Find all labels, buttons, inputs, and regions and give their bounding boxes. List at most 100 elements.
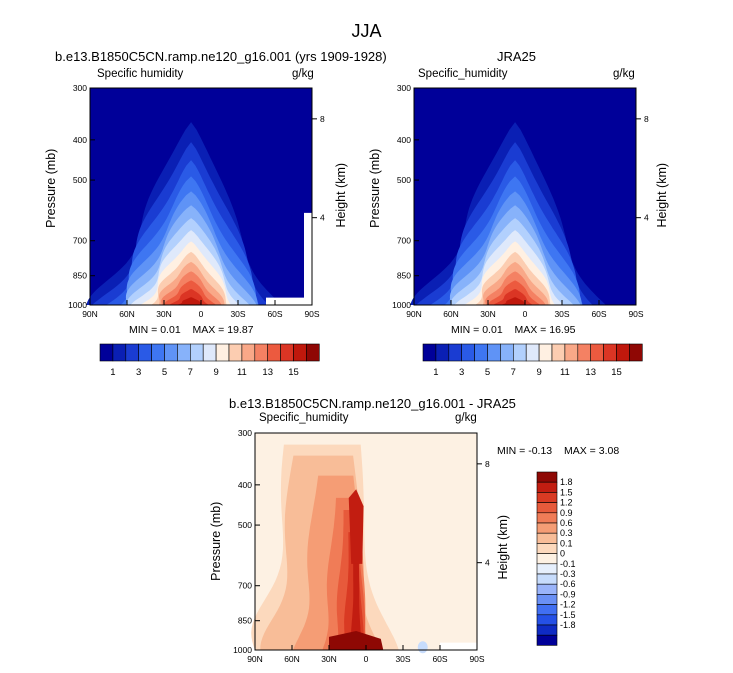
- panel-model-xtick-label: 60N: [119, 309, 135, 319]
- colorbar-diff-swatch: [536, 634, 558, 646]
- colorbar-diff: 1.81.51.20.90.60.30.10-0.1-0.3-0.6-0.9-1…: [536, 471, 576, 646]
- panel-diff-xtick-label: 60S: [432, 654, 447, 664]
- colorbar-model-label: 11: [237, 367, 247, 378]
- panel-model-xtick-label: 0: [199, 309, 204, 319]
- panel-diff-contour-negative: [417, 641, 428, 654]
- colorbar-model-label: 15: [288, 367, 299, 378]
- panel-model-xtick-label: 90N: [82, 309, 98, 319]
- panel-diff-contours: [251, 433, 477, 654]
- colorbar-diff-swatch: [536, 522, 558, 534]
- panel-obs-xtick-label: 30N: [480, 309, 496, 319]
- colorbar-diff-swatch: [536, 624, 558, 636]
- colorbar-obs-label: 7: [511, 367, 516, 378]
- colorbar-obs: 1 3 5 7 9 11 13 15: [422, 343, 643, 378]
- colorbar-obs-swatch: [422, 343, 437, 362]
- colorbar-diff-label: 1.5: [560, 487, 573, 497]
- colorbar-obs-label: 1: [433, 367, 438, 378]
- panel-model-xtick-label: 30S: [230, 309, 245, 319]
- colorbar-diff-label: -0.1: [560, 559, 576, 569]
- colorbar-diff-swatch: [536, 614, 558, 626]
- colorbar-obs-label: 11: [560, 367, 570, 378]
- colorbar-obs-swatch: [577, 343, 592, 362]
- colorbar-diff-label: -0.3: [560, 569, 576, 579]
- panel-obs-min-value: 0.01: [482, 324, 503, 336]
- colorbar-model-swatch: [151, 343, 165, 362]
- panel-diff-contour-column: [348, 489, 364, 564]
- panel-model-xtick-label: 30N: [156, 309, 172, 319]
- panel-model-max-value: 19.87: [227, 324, 254, 336]
- colorbar-model-swatch: [228, 343, 243, 362]
- panel-obs-stats: MIN = 0.01 MAX = 16.95: [451, 325, 576, 336]
- colorbar-diff-label: 1.2: [560, 498, 573, 508]
- panel-diff-ytick-label: 300: [238, 428, 252, 438]
- colorbar-obs-swatch: [435, 343, 450, 362]
- panel-diff-contour-7: [351, 557, 362, 650]
- panel-diff-xtick-label: 60N: [284, 654, 300, 664]
- panel-obs-min-label: MIN =: [451, 324, 480, 336]
- colorbar-diff-swatch: [536, 532, 558, 544]
- colorbar-model-swatch: [306, 343, 320, 362]
- colorbar-obs-swatch: [525, 343, 540, 362]
- colorbar-model-label: 13: [262, 367, 273, 378]
- panel-model-stats: MIN = 0.01 MAX = 19.87: [129, 325, 254, 336]
- colorbar-obs-swatch: [629, 343, 643, 362]
- panel-obs-xtick-label: 90N: [406, 309, 422, 319]
- colorbar-obs-swatch: [461, 343, 475, 362]
- colorbar-obs-label: 13: [585, 367, 596, 378]
- colorbar-obs-label: 15: [611, 367, 622, 378]
- panel-model-xtick-label: 90S: [304, 309, 319, 319]
- colorbar-model-swatch: [202, 343, 217, 362]
- colorbar-obs-swatch: [538, 343, 553, 362]
- panel-model-missing-region: [266, 212, 312, 305]
- colorbar-diff-label: -0.6: [560, 579, 576, 589]
- colorbar-diff-swatch: [536, 573, 558, 585]
- colorbar-diff-label: -1.2: [560, 600, 576, 610]
- panel-obs-ytick-label: 1000: [392, 300, 411, 310]
- panel-model-ytick-label: 500: [73, 175, 87, 185]
- colorbar-model-swatch: [125, 343, 139, 362]
- colorbar-model-label: 3: [136, 367, 141, 378]
- colorbar-diff-label: -0.9: [560, 589, 576, 599]
- colorbar-model-swatch: [215, 343, 230, 362]
- panel-model-height-tick-label: 8: [320, 114, 325, 124]
- panel-obs-ytick-label: 400: [397, 135, 411, 145]
- panel-diff-variable: Specific_humidity: [259, 412, 349, 424]
- colorbar-diff-swatch: [536, 471, 558, 483]
- panel-obs-height-tick-label: 8: [644, 114, 649, 124]
- colorbar-model-swatch: [280, 343, 294, 362]
- panel-diff-units: g/kg: [455, 412, 477, 424]
- colorbar-diff-swatch: [536, 583, 558, 595]
- panel-obs-height-tick-label: 4: [644, 213, 649, 223]
- panel-obs-ylabel: Pressure (mb): [367, 148, 382, 228]
- colorbar-model-swatch: [241, 343, 256, 362]
- panel-diff-ytick-label: 1000: [233, 645, 252, 655]
- colorbar-obs-label: 5: [485, 367, 490, 378]
- panel-diff-contour-core: [329, 631, 384, 650]
- panel-model-height-tick-label: 4: [320, 213, 325, 223]
- panel-obs-contours: [410, 88, 636, 305]
- panel-diff-ytick-label: 700: [238, 581, 252, 591]
- panel-model-ylabel: Pressure (mb): [43, 148, 58, 228]
- panel-model-variable: Specific humidity: [97, 68, 184, 80]
- colorbar-diff-label: 0.1: [560, 538, 573, 548]
- colorbar-obs-swatch: [603, 343, 617, 362]
- colorbar-model-swatch: [99, 343, 114, 362]
- colorbar-model-swatch: [267, 343, 281, 362]
- colorbar-model-label: 9: [213, 367, 218, 378]
- panel-obs-contour-15: [500, 297, 527, 305]
- panel-obs-contour-14: [493, 289, 533, 305]
- panel-obs-xtick-label: 60N: [443, 309, 459, 319]
- colorbar-model-swatch: [293, 343, 307, 362]
- panel-model-ytick-label: 1000: [68, 300, 87, 310]
- colorbar-diff-label: 0.6: [560, 518, 573, 528]
- panel-model-xtick-label: 60S: [267, 309, 282, 319]
- panel-model-max-label: MAX =: [192, 324, 225, 336]
- panel-diff-xtick-label: 90N: [247, 654, 263, 664]
- panel-model-ytick-label: 850: [73, 271, 87, 281]
- colorbar-obs-swatch: [500, 343, 514, 362]
- panel-obs-xtick-label: 60S: [591, 309, 606, 319]
- colorbar-diff-label: 0: [560, 549, 565, 559]
- panel-diff-height-tick-label: 8: [485, 459, 490, 469]
